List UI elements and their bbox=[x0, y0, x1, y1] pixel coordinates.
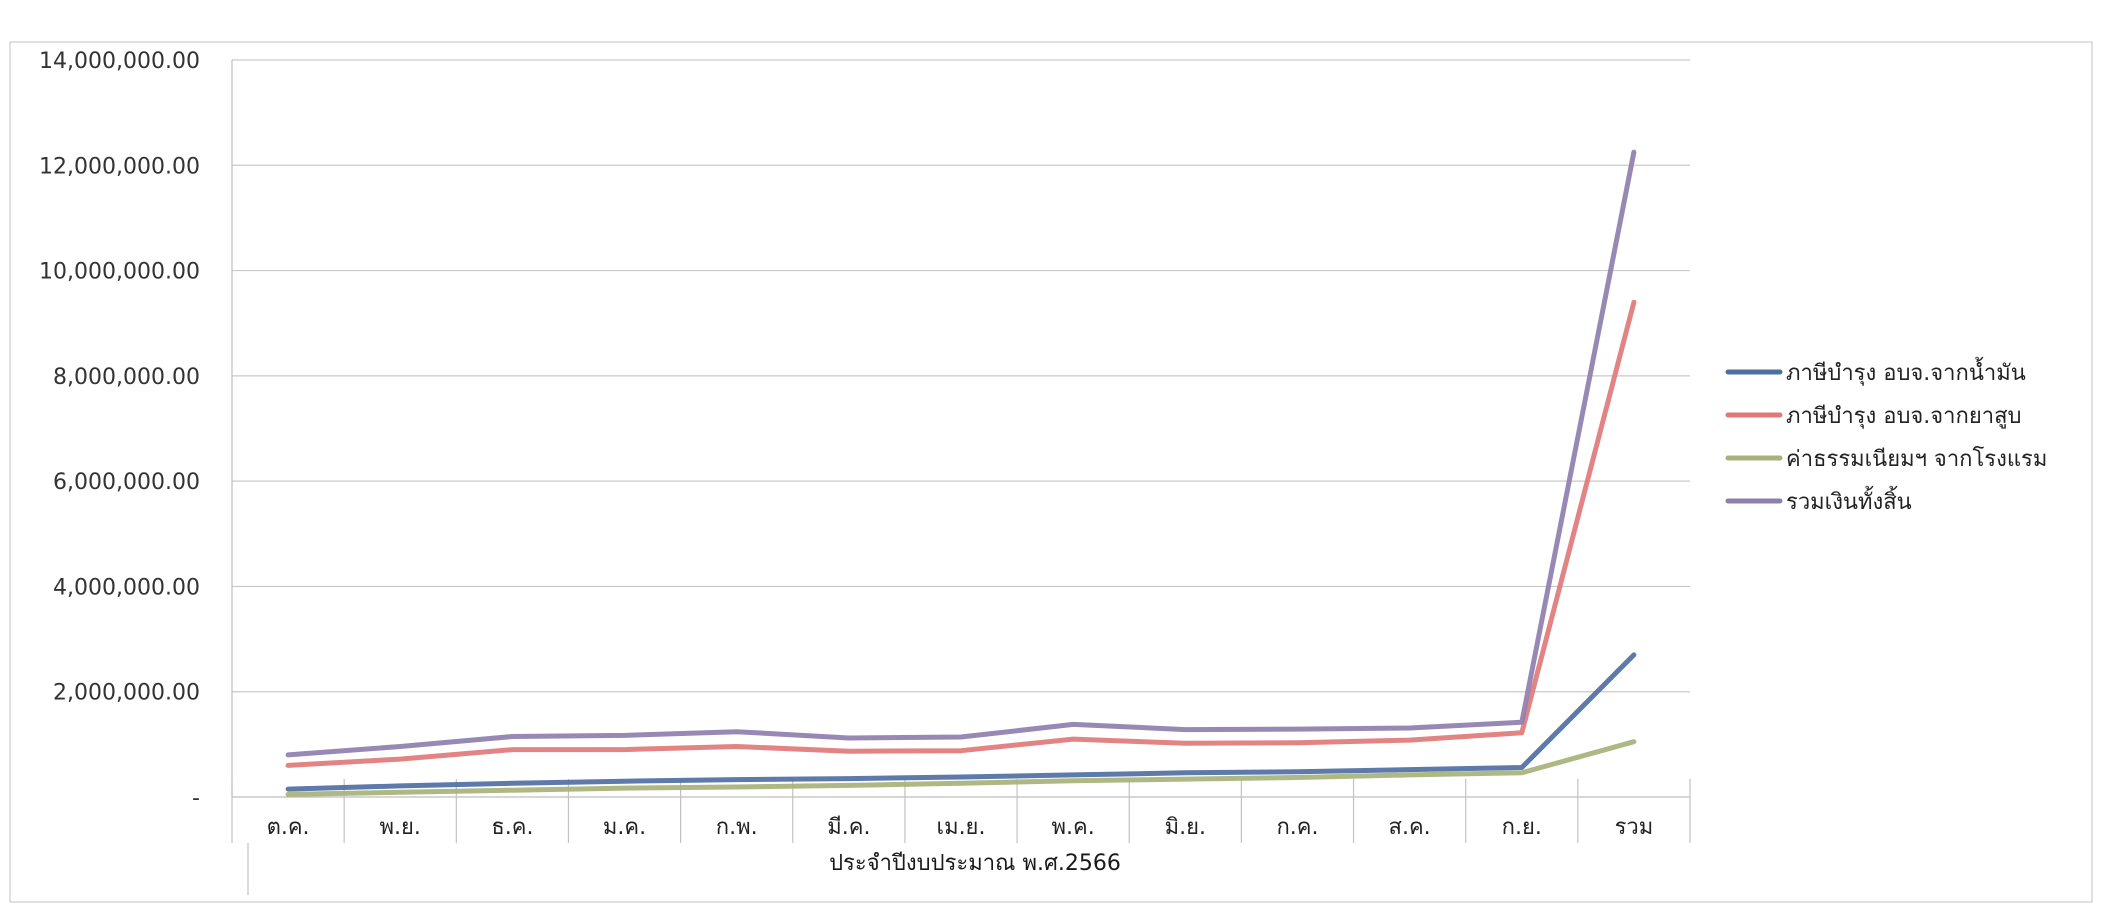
y-tick-label: 4,000,000.00 bbox=[53, 575, 200, 600]
series-line-3 bbox=[285, 739, 1637, 797]
y-tick-label: 2,000,000.00 bbox=[53, 681, 200, 706]
y-tick-label: 10,000,000.00 bbox=[39, 260, 200, 285]
legend-label-4: รวมเงินทั้งสิ้น bbox=[1786, 486, 1912, 515]
y-tick-label: - bbox=[192, 786, 200, 811]
series-lines bbox=[285, 149, 1637, 797]
y-tick-label: 6,000,000.00 bbox=[53, 470, 200, 495]
x-tick-label: ก.พ. bbox=[716, 815, 758, 840]
x-tick-label: ก.ค. bbox=[1276, 815, 1318, 840]
series-line-2 bbox=[285, 299, 1637, 768]
y-axis-tick-labels: - 2,000,000.00 4,000,000.00 6,000,000.00 8,0… bbox=[39, 49, 200, 811]
chart-area-border bbox=[9, 41, 2093, 903]
x-tick-label: ก.ย. bbox=[1502, 815, 1542, 840]
y-tick-label: 12,000,000.00 bbox=[39, 154, 200, 179]
x-tick-label: ธ.ค. bbox=[491, 815, 533, 840]
x-axis-tick-labels: ต.ค. พ.ย. ธ.ค. ม.ค. ก.พ. มี.ค. เม.ย. พ.ค. มิ.ย. ก… bbox=[267, 815, 1654, 840]
x-tick-label: ส.ค. bbox=[1389, 815, 1431, 840]
x-tick-label: พ.ค. bbox=[1052, 815, 1095, 840]
x-tick-label: มี.ค. bbox=[827, 815, 870, 840]
series-line-1 bbox=[285, 652, 1637, 792]
gridlines bbox=[231, 59, 1690, 797]
x-tick-label: เม.ย. bbox=[937, 815, 986, 840]
legend-label-1: ภาษีบำรุง อบจ.จากน้ำมัน bbox=[1786, 357, 2026, 386]
legend-label-2: ภาษีบำรุง อบจ.จากยาสูบ bbox=[1786, 404, 2022, 429]
y-tick-label: 14,000,000.00 bbox=[39, 49, 200, 74]
y-tick-label: 8,000,000.00 bbox=[53, 365, 200, 390]
series-line-4 bbox=[285, 149, 1637, 758]
x-tick-label: ต.ค. bbox=[267, 815, 310, 840]
x-tick-label: มิ.ย. bbox=[1165, 815, 1206, 840]
legend-label-3: ค่าธรรมเนียมฯ จากโรงแรม bbox=[1786, 446, 2047, 472]
x-tick-label: รวม bbox=[1615, 815, 1654, 840]
x-tick-label: ม.ค. bbox=[603, 815, 646, 840]
x-tick-label: พ.ย. bbox=[380, 815, 421, 840]
x-axis-title: ประจำปีงบประมาณ พ.ศ.2566 bbox=[829, 851, 1121, 876]
